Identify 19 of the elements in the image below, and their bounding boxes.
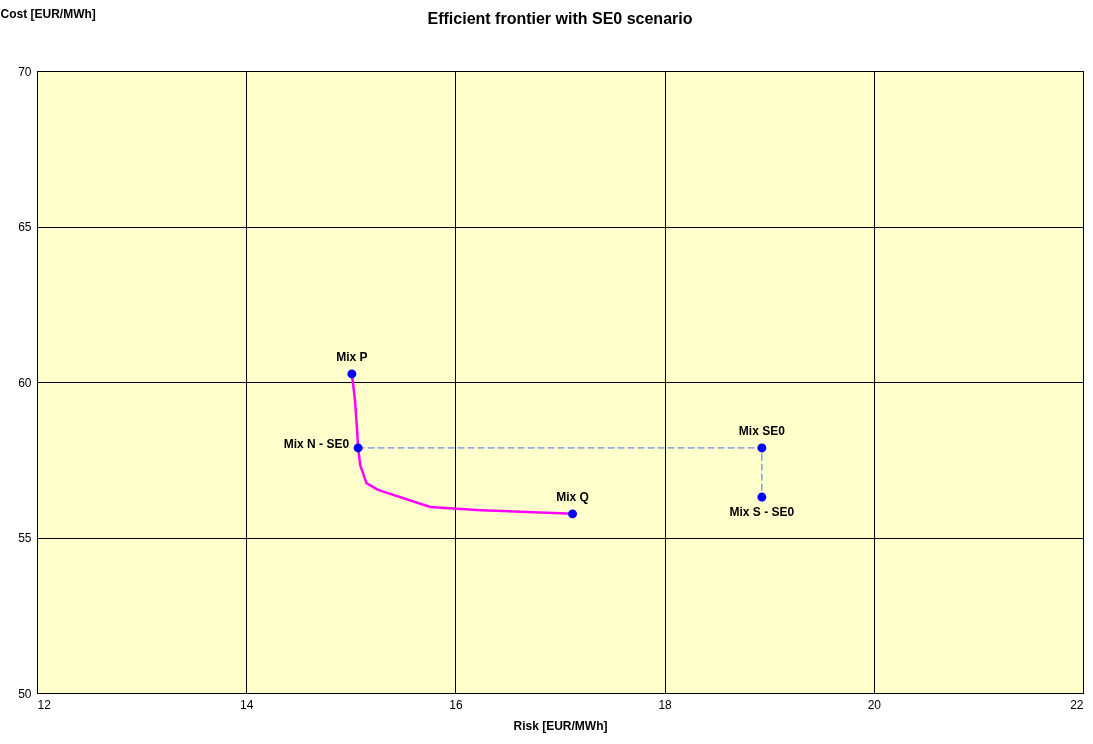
y-tick-label: 70 xyxy=(18,64,32,79)
x-tick-label: 18 xyxy=(658,697,673,712)
chart-title: Efficient frontier with SE0 scenario xyxy=(427,10,693,27)
annotation: Mix SE0 xyxy=(738,423,786,438)
y-tick-label: 55 xyxy=(18,531,32,545)
annotation: Mix N - SE0 xyxy=(283,436,350,451)
y-tick-label: 65 xyxy=(18,220,32,234)
x-tick-label: 16 xyxy=(449,697,463,712)
x-axis-title: Risk [EUR/MWh] xyxy=(513,718,608,733)
x-tick-label: 22 xyxy=(1070,697,1084,712)
y-tick-label: 50 xyxy=(18,686,32,701)
x-tick-label: 14 xyxy=(240,697,254,712)
y-axis-title: Cost [EUR/MWh] xyxy=(0,6,96,21)
annotation: Mix S - SE0 xyxy=(729,505,795,520)
annotation: Mix Q xyxy=(556,489,589,504)
x-tick-label: 20 xyxy=(867,697,882,712)
x-tick-label: 12 xyxy=(37,697,52,712)
y-tick-label: 60 xyxy=(18,375,32,390)
annotation: Mix P xyxy=(336,349,368,364)
